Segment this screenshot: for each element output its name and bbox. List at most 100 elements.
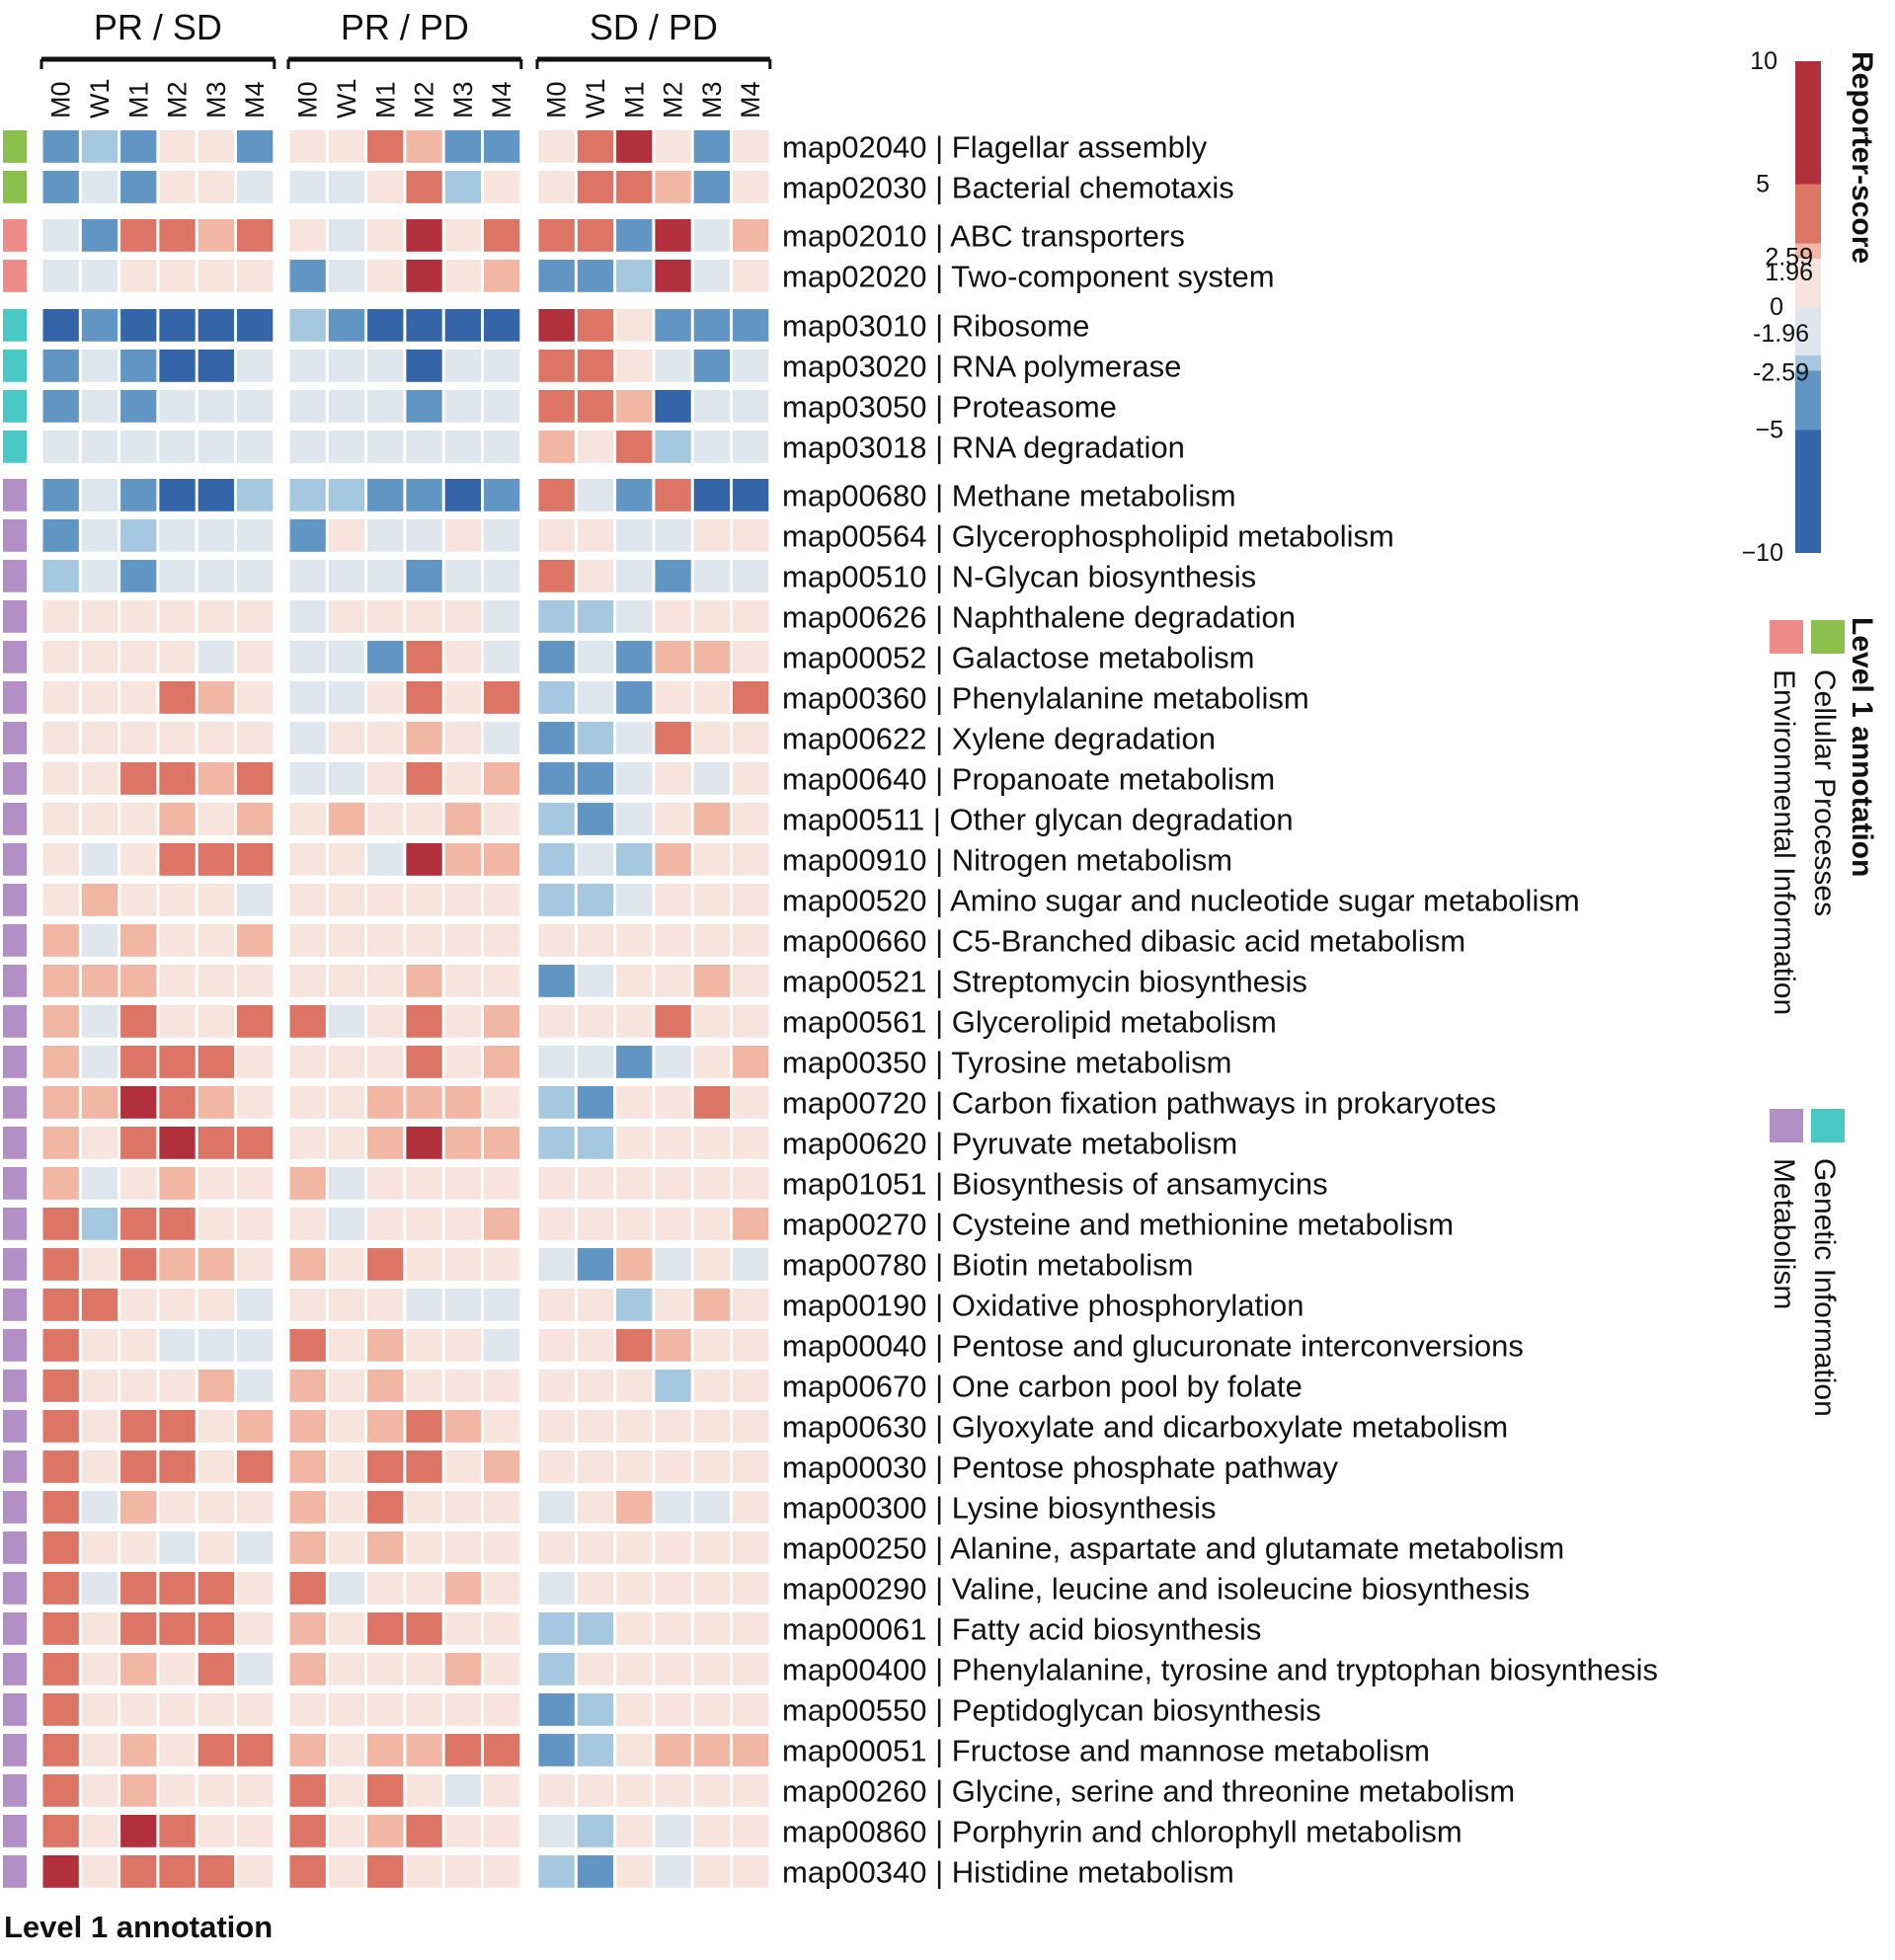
annotation-cell [3, 479, 27, 511]
heatmap-cell [289, 350, 326, 382]
heatmap-cell [81, 431, 118, 463]
heatmap-cell [406, 1167, 442, 1200]
heatmap-cell [693, 1815, 730, 1847]
heatmap-cell [120, 1531, 157, 1564]
heatmap-cell [159, 681, 196, 714]
heatmap-cell [237, 1572, 274, 1605]
heatmap-cell [159, 1127, 196, 1159]
heatmap-cell [197, 309, 234, 342]
heatmap-cell [81, 350, 118, 382]
heatmap-cell [444, 350, 481, 382]
heatmap-cell [328, 1046, 365, 1078]
annotation-cell [3, 1734, 27, 1766]
heatmap-cell [159, 1815, 196, 1847]
heatmap-cell [577, 171, 614, 203]
heatmap-cell [328, 350, 365, 382]
heatmap-cell [538, 479, 575, 511]
heatmap-cell [289, 1491, 326, 1524]
heatmap-cell [367, 762, 404, 795]
heatmap-cell [367, 1370, 404, 1402]
heatmap-cell [197, 1734, 234, 1766]
heatmap-cell [577, 219, 614, 252]
heatmap-cell [577, 1531, 614, 1564]
heatmap-cell [81, 171, 118, 203]
heatmap-cell [444, 390, 481, 423]
heatmap-cell [655, 1572, 691, 1605]
heatmap-cell [328, 390, 365, 423]
heatmap-cell [328, 1815, 365, 1847]
heatmap-cell [197, 1815, 234, 1847]
heatmap-cell [484, 1572, 520, 1605]
heatmap-cell [289, 1370, 326, 1402]
annotation-cell [3, 1450, 27, 1483]
heatmap-cell [197, 171, 234, 203]
column-label: M1 [619, 81, 649, 118]
heatmap-cell [444, 560, 481, 592]
annotation-cell [3, 130, 27, 163]
heatmap-cell [693, 1289, 730, 1321]
heatmap-cell [693, 600, 730, 633]
heatmap-cell [367, 171, 404, 203]
heatmap-cell [733, 1005, 769, 1038]
heatmap-cell [42, 519, 79, 552]
heatmap-cell [577, 884, 614, 916]
heatmap-cell [237, 1127, 274, 1159]
heatmap-cell [237, 1491, 274, 1524]
heatmap-cell [42, 884, 79, 916]
heatmap-cell [577, 1046, 614, 1078]
heatmap-cell [577, 1774, 614, 1807]
heatmap-cell [367, 130, 404, 163]
heatmap-cell [484, 219, 520, 252]
heatmap-cell [42, 722, 79, 754]
heatmap-cell [655, 1005, 691, 1038]
heatmap-cell [120, 309, 157, 342]
heatmap-cell [444, 1653, 481, 1686]
heatmap-cell [328, 1289, 365, 1321]
heatmap-cell [42, 1208, 79, 1240]
heatmap-cell [577, 722, 614, 754]
heatmap-cell [120, 924, 157, 957]
heatmap-cell [733, 309, 769, 342]
heatmap-cell [616, 1329, 653, 1362]
heatmap-cell [693, 843, 730, 876]
heatmap-cell [655, 219, 691, 252]
heatmap-cell [237, 1208, 274, 1240]
heatmap-cell [367, 350, 404, 382]
heatmap-cell [484, 1410, 520, 1443]
heatmap-cell [655, 1612, 691, 1645]
heatmap-cell [81, 641, 118, 673]
heatmap-cell [733, 171, 769, 203]
heatmap-cell [484, 1289, 520, 1321]
heatmap-cell [367, 884, 404, 916]
heatmap-cell [328, 681, 365, 714]
heatmap-cell [693, 431, 730, 463]
heatmap-cell [655, 1410, 691, 1443]
heatmap-cell [289, 390, 326, 423]
heatmap-cell [444, 1450, 481, 1483]
annotation-cell [3, 1815, 27, 1847]
heatmap-cell [538, 1491, 575, 1524]
heatmap-cell [616, 1531, 653, 1564]
heatmap-cell [406, 219, 442, 252]
heatmap-cell [655, 130, 691, 163]
heatmap-cell [577, 479, 614, 511]
heatmap-cell [616, 1410, 653, 1443]
heatmap-cell [733, 965, 769, 997]
heatmap-cell [81, 1046, 118, 1078]
heatmap-cell [484, 924, 520, 957]
heatmap-cell [120, 1370, 157, 1402]
heatmap-cell [120, 1208, 157, 1240]
heatmap-cell [328, 431, 365, 463]
annotation-cell [3, 600, 27, 633]
annotation-cell [3, 843, 27, 876]
heatmap-cell [237, 390, 274, 423]
heatmap-cell [197, 1370, 234, 1402]
heatmap-cell [197, 1491, 234, 1524]
heatmap-cell [81, 1734, 118, 1766]
heatmap-cell [733, 1653, 769, 1686]
heatmap-cell [616, 130, 653, 163]
heatmap-cell [577, 1005, 614, 1038]
colorbar-band [1795, 184, 1821, 244]
heatmap-cell [120, 260, 157, 292]
heatmap-cell [693, 965, 730, 997]
